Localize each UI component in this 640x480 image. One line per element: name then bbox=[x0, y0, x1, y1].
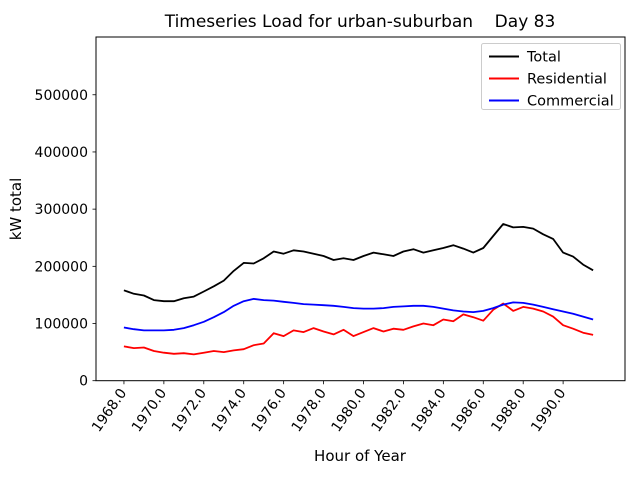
legend-box bbox=[481, 43, 621, 110]
x-tick-label: 1984.0 bbox=[408, 386, 449, 435]
series-line-total bbox=[123, 223, 594, 303]
x-axis-label: Hour of Year bbox=[314, 447, 407, 465]
y-tick-label: 100000 bbox=[35, 317, 88, 333]
x-tick-label: 1982.0 bbox=[368, 386, 409, 435]
x-tick-label: 1990.0 bbox=[528, 386, 569, 435]
x-tick-label: 1972.0 bbox=[169, 386, 210, 435]
y-tick-label: 200000 bbox=[35, 259, 88, 275]
x-tick-label: 1970.0 bbox=[129, 386, 170, 435]
x-tick-label: 1968.0 bbox=[89, 386, 130, 435]
y-axis-label: kW total bbox=[7, 178, 25, 241]
y-tick-label: 0 bbox=[79, 374, 88, 390]
series-layer bbox=[123, 223, 594, 356]
legend-label-total: Total bbox=[526, 50, 561, 66]
legend: Total Residential Commercial bbox=[481, 43, 621, 110]
x-tick-label: 1988.0 bbox=[488, 386, 529, 435]
series-line-residential bbox=[123, 302, 594, 356]
x-tick-label: 1980.0 bbox=[329, 386, 370, 435]
y-tick-label: 300000 bbox=[35, 202, 88, 218]
chart-title: Timeseries Load for urban-suburban Day 8… bbox=[164, 12, 556, 32]
legend-label-residential: Residential bbox=[527, 72, 607, 88]
y-tick-label: 400000 bbox=[35, 145, 88, 161]
legend-label-commercial: Commercial bbox=[527, 94, 614, 110]
x-tick-label: 1976.0 bbox=[249, 386, 290, 435]
x-tick-label: 1978.0 bbox=[289, 386, 330, 435]
x-tick-label: 1974.0 bbox=[209, 386, 250, 435]
x-tick-label: 1986.0 bbox=[448, 386, 489, 435]
series-line-commercial bbox=[123, 297, 594, 332]
y-tick-label: 500000 bbox=[35, 88, 88, 104]
